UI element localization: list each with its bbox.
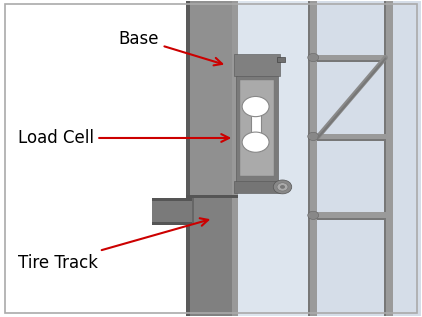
Bar [308, 1, 310, 316]
Bar [386, 1, 393, 316]
Bar [152, 198, 194, 201]
Bar [317, 212, 386, 218]
Bar [310, 1, 421, 316]
Bar [384, 1, 386, 316]
Bar [190, 198, 232, 316]
Circle shape [308, 132, 319, 140]
Text: Load Cell: Load Cell [18, 129, 229, 147]
Circle shape [242, 96, 269, 117]
Bar [186, 195, 238, 198]
Text: Base: Base [119, 29, 222, 65]
Bar [317, 139, 386, 141]
Text: Tire Track: Tire Track [18, 218, 208, 272]
Bar [317, 218, 386, 220]
Circle shape [308, 53, 319, 61]
Bar [317, 55, 386, 60]
Bar [251, 107, 261, 142]
Circle shape [280, 185, 285, 189]
Bar [192, 198, 194, 225]
Bar [190, 1, 232, 195]
Bar [234, 181, 280, 193]
Circle shape [242, 132, 269, 152]
Bar [190, 1, 238, 316]
Bar [241, 80, 274, 176]
Circle shape [273, 180, 292, 194]
Bar [152, 198, 194, 225]
Bar [317, 133, 386, 139]
Bar [152, 222, 194, 225]
Bar [238, 1, 310, 316]
Bar [277, 56, 285, 62]
Circle shape [277, 183, 288, 191]
Bar [232, 1, 238, 316]
Bar [310, 1, 317, 316]
Bar [236, 76, 278, 182]
Bar [234, 54, 280, 76]
Bar [317, 60, 386, 62]
Bar [186, 1, 190, 316]
Circle shape [308, 211, 319, 219]
